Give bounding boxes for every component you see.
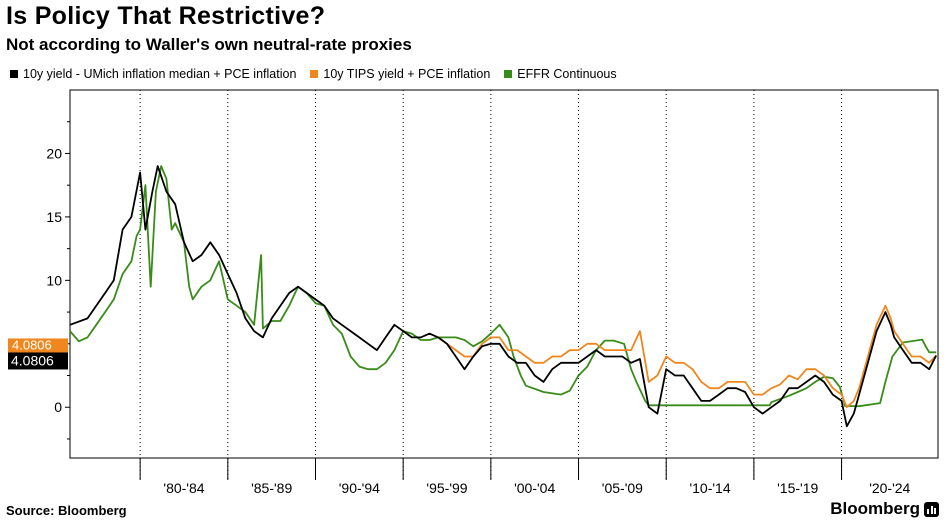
last-value-tag-orange (8, 338, 68, 353)
x-tick-label: '80-'84 (163, 480, 204, 496)
series-line-black (69, 165, 938, 428)
series-line-green (69, 165, 937, 408)
source-note: Source: Bloomberg (6, 503, 127, 518)
brand-name: Bloomberg (830, 499, 920, 518)
y-tick-label: 15 (46, 209, 62, 225)
legend-label-black: 10y yield - UMich inflation median + PCE… (23, 67, 297, 81)
y-tick-label: 20 (46, 145, 62, 161)
legend-label-orange: 10y TIPS yield + PCE inflation (323, 67, 491, 81)
x-tick-label: '85-'89 (251, 480, 292, 496)
x-tick-label: '95-'99 (426, 480, 467, 496)
chart-legend: 10y yield - UMich inflation median + PCE… (10, 67, 617, 81)
x-tick-label: '05-'09 (602, 480, 643, 496)
x-tick-label: '15-'19 (777, 480, 818, 496)
plot-frame (69, 89, 939, 459)
legend-swatch-orange (310, 70, 319, 78)
legend-item-black-series: 10y yield - UMich inflation median + PCE… (10, 67, 296, 81)
chart-subtitle: Not according to Waller's own neutral-ra… (6, 35, 412, 54)
x-tick-label: '90-'94 (339, 480, 380, 496)
legend-swatch-green (504, 70, 513, 78)
legend-swatch-black (10, 70, 18, 78)
bar-chart-icon (924, 501, 939, 517)
y-tick-label: 0 (54, 399, 62, 415)
bloomberg-logo: Bloomberg (830, 499, 939, 519)
last-value-text-black: 4.0806 (11, 352, 54, 368)
x-tick-label: '10-'14 (689, 480, 730, 496)
chart-title: Is Policy That Restrictive? (6, 2, 326, 30)
legend-label-green: EFFR Continuous (517, 67, 617, 81)
last-value-text-orange: 4.0806 (12, 337, 52, 352)
last-value-tag-black (8, 352, 68, 370)
x-tick-label: '20-'24 (869, 480, 910, 496)
y-tick-label: 10 (46, 272, 62, 288)
x-tick-label: '00-'04 (514, 480, 555, 496)
legend-item-green-series: EFFR Continuous (504, 67, 617, 81)
legend-item-orange-series: 10y TIPS yield + PCE inflation (310, 67, 490, 81)
series-line-orange (437, 304, 937, 409)
